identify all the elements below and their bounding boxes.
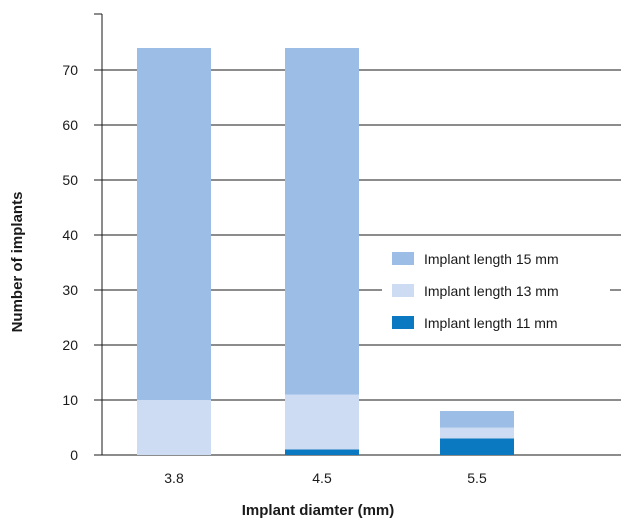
legend-swatch (392, 252, 414, 265)
legend-label: Implant length 13 mm (424, 283, 559, 299)
bar-5.5-series-2 (440, 411, 514, 428)
legend-swatch (392, 284, 414, 297)
bars (137, 48, 514, 455)
y-tick-label: 20 (62, 337, 78, 353)
bar-3.8-series-2 (137, 48, 211, 400)
bar-4.5-series-2 (285, 48, 359, 395)
bar-3.8-series-1 (137, 400, 211, 455)
y-tick-label: 60 (62, 117, 78, 133)
legend-swatch (392, 316, 414, 329)
y-tick-labels: 0 10 20 30 40 50 60 70 (62, 62, 78, 463)
y-tick-label: 10 (62, 392, 78, 408)
bar-5.5-series-0 (440, 438, 514, 455)
x-tick-label: 3.8 (164, 470, 184, 486)
legend-label: Implant length 15 mm (424, 251, 559, 267)
y-tick-label: 50 (62, 172, 78, 188)
bar-5.5-series-1 (440, 427, 514, 439)
y-axis-title: Number of implants (9, 192, 26, 333)
bar-4.5-series-0 (285, 449, 359, 455)
legend-label: Implant length 11 mm (424, 315, 558, 331)
legend: Implant length 15 mm Implant length 13 mm… (382, 244, 610, 338)
bar-4.5-series-1 (285, 394, 359, 450)
x-tick-labels: 3.8 4.5 5.5 (164, 470, 487, 486)
y-tick-label: 70 (62, 62, 78, 78)
y-tick-label: 30 (62, 282, 78, 298)
legend-background (382, 244, 610, 338)
x-axis-title: Implant diamter (mm) (242, 502, 395, 519)
y-tick-label: 40 (62, 227, 78, 243)
x-tick-label: 5.5 (467, 470, 487, 486)
x-tick-label: 4.5 (312, 470, 332, 486)
y-tick-label: 0 (70, 447, 78, 463)
axes (94, 13, 103, 456)
